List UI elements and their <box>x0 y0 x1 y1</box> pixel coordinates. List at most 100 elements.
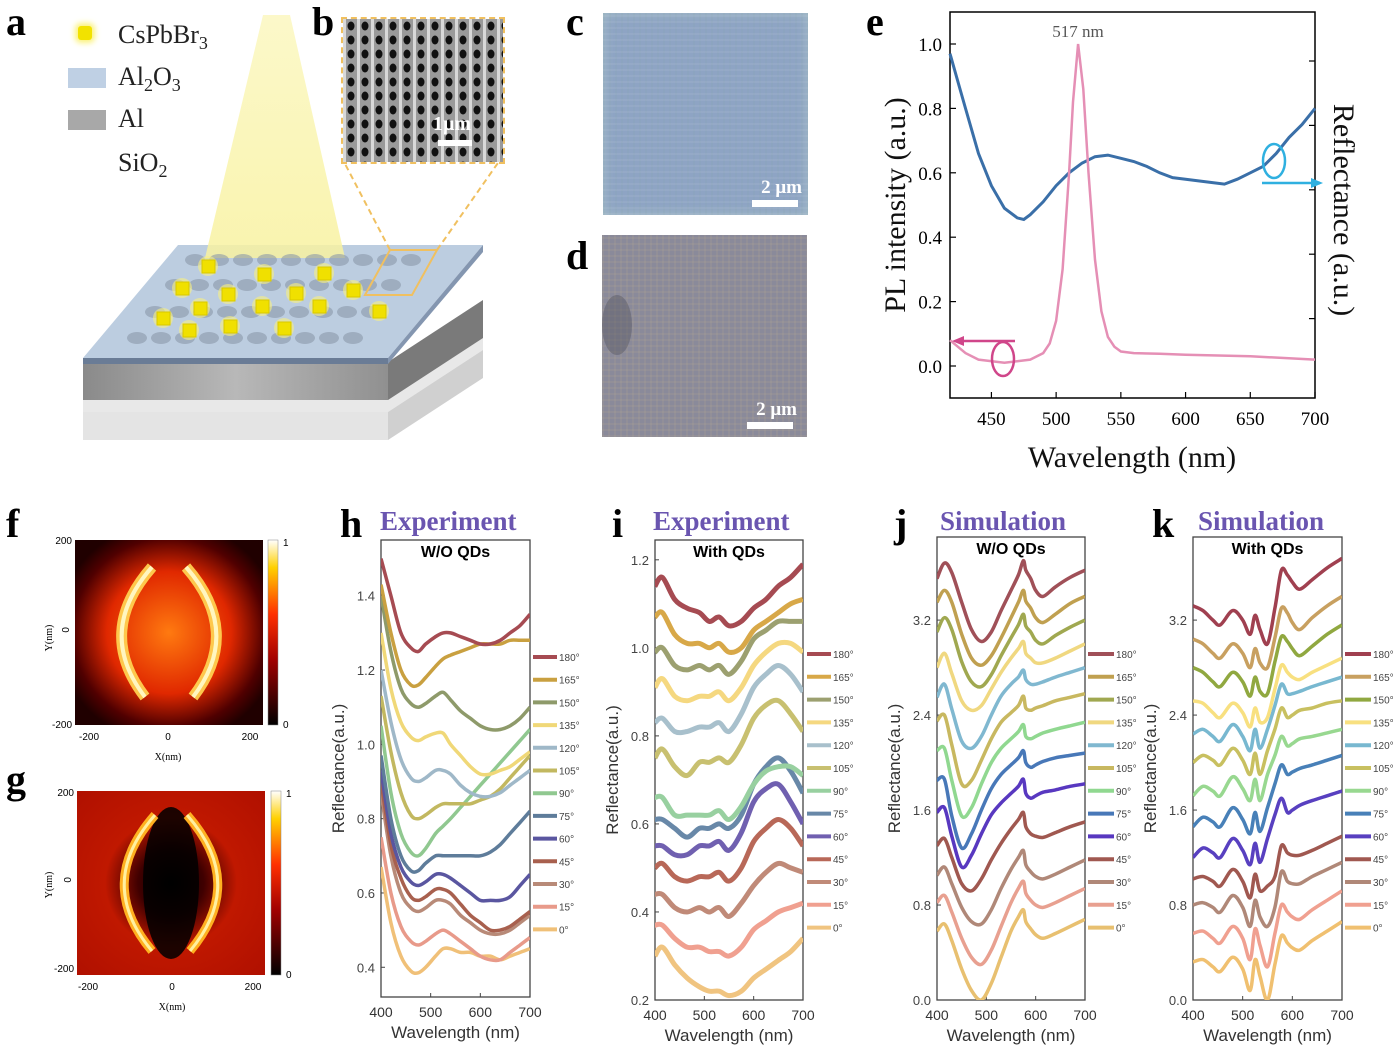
chart-i-series <box>655 562 803 999</box>
legend-label: 180° <box>833 650 854 661</box>
colorbar-g-min: 0 <box>286 970 292 981</box>
f-xlabel: X(nm) <box>155 752 182 763</box>
colorbar-f-max: 1 <box>283 538 289 549</box>
legend-label: 60° <box>1116 832 1131 843</box>
hole <box>337 306 357 318</box>
hole <box>169 306 189 318</box>
series-line-165deg <box>655 597 803 655</box>
chart-k-ytick-label: 0.8 <box>1169 898 1187 913</box>
chart-i-ytick-label: 0.8 <box>631 729 649 744</box>
legend-label: 30° <box>559 880 574 891</box>
chart-h-xtick-label: 600 <box>469 1004 493 1020</box>
sem-scale-bar <box>438 140 472 146</box>
series-line-15deg <box>655 900 803 959</box>
quantum-dot <box>312 299 327 314</box>
g-ytick-bottom: -200 <box>54 964 74 975</box>
legend-label: 30° <box>1116 878 1131 889</box>
zoom-region-box <box>363 249 439 296</box>
chart-j-ylabel: Reflectance(a.u.) <box>885 704 904 833</box>
legend-label: 135° <box>1116 718 1137 729</box>
chart-h-xlabel: Wavelength (nm) <box>391 1023 520 1042</box>
series-line-30deg <box>655 860 803 919</box>
legend-label: 45° <box>1373 855 1388 866</box>
series-line-120deg <box>937 665 1085 751</box>
chart-k-xtick-label: 500 <box>1231 1007 1255 1023</box>
f-xtick-left: -200 <box>79 732 99 743</box>
legend-label: 90° <box>1116 787 1131 798</box>
f-ytick-mid: 0 <box>61 627 72 633</box>
legend-label: 0° <box>833 924 843 935</box>
series-line-15deg <box>937 879 1085 967</box>
legend-label: 150° <box>559 698 580 709</box>
legend-al2o3-sub2: 3 <box>171 75 181 96</box>
legend-label: 135° <box>1373 718 1394 729</box>
chart-i-ylabel: Reflectance(a.u.) <box>603 705 622 834</box>
chart-j-ytick-label: 1.6 <box>913 803 931 818</box>
legend-label: 60° <box>559 835 574 846</box>
legend-label: 135° <box>559 721 580 732</box>
chart-j-title: Simulation <box>940 506 1067 536</box>
panel-label-b: b <box>312 0 335 44</box>
hole <box>343 332 363 344</box>
legend-label: 180° <box>559 653 580 664</box>
chart-k-xtick-label: 400 <box>1181 1007 1205 1023</box>
chart-i-legend: 180° 165° 150° 135° 120° 105° 90° 75° 60° 45° 30° 1… <box>807 650 854 935</box>
series-line-135deg <box>937 639 1085 713</box>
chart-h-ytick-label: 0.4 <box>357 960 375 975</box>
series-line-135deg <box>381 632 530 777</box>
chart-j-ytick-label: 0.0 <box>913 993 931 1008</box>
series-line-60deg <box>381 770 530 903</box>
series-line-30deg <box>1193 860 1342 929</box>
chart-j-ytick-label: 3.2 <box>913 613 931 628</box>
panel-label-f: f <box>6 501 20 546</box>
series-line-135deg <box>655 639 803 704</box>
hole <box>257 254 277 266</box>
series-line-75deg <box>381 755 530 874</box>
quantum-dot <box>201 259 216 274</box>
chart-h-ylabel: Reflectance(a.u.) <box>330 704 348 833</box>
e-xtick-label: 500 <box>1042 409 1071 430</box>
legend-label: 30° <box>1373 878 1388 889</box>
panel-label-c: c <box>566 0 584 44</box>
f-xtick-mid: 0 <box>165 732 171 743</box>
series-line-60deg <box>655 781 803 859</box>
quantum-dot <box>317 266 332 281</box>
series-line-105deg <box>937 691 1085 789</box>
quantum-dot <box>346 283 361 298</box>
series-line-150deg <box>655 618 803 677</box>
reflectance-chart-h: W/O QDs 0.4 0.6 0.8 1.0 1.2 1.4 400 500 600 700 Wav… <box>330 539 580 1042</box>
series-line-165deg <box>1193 594 1342 671</box>
g-ylabel: Y(nm) <box>44 872 55 899</box>
chart-i-xtick-label: 600 <box>742 1007 766 1023</box>
micrograph-c-scale-label: 2 μm <box>761 177 802 198</box>
series-line-45deg <box>655 817 803 884</box>
series-line-120deg <box>655 663 803 736</box>
legend-al2o3: Al2O3 <box>118 62 181 96</box>
legend-label: 150° <box>1116 696 1137 707</box>
g-ytick-top: 200 <box>57 788 74 799</box>
legend-label: 75° <box>833 810 848 821</box>
series-line-45deg <box>1193 834 1342 900</box>
legend-al2o3-sub1: 2 <box>144 75 153 96</box>
f-ylabel: Y(nm) <box>44 625 55 652</box>
reflectance-chart-k: With QDs 0.0 0.8 1.6 2.4 3.2 400 500 600 700 Wavel… <box>1141 536 1394 1045</box>
quantum-dot <box>277 321 292 336</box>
chart-k-xlabel: Wavelength (nm) <box>1203 1026 1332 1045</box>
sem-image <box>343 19 503 162</box>
field-map-f-image <box>75 540 263 725</box>
legend-cspbbr3: CsPbBr3 <box>118 20 208 54</box>
hole <box>295 332 315 344</box>
field-map-g: 1 0 200 0 -200 -200 0 200 X(nm) Y(nm) <box>44 788 292 1013</box>
quantum-dot <box>372 304 387 319</box>
legend-label: 60° <box>1373 832 1388 843</box>
series-line-180deg <box>1193 556 1342 647</box>
legend-label: 30° <box>833 878 848 889</box>
quantum-dot <box>255 299 270 314</box>
hole <box>319 332 339 344</box>
legend-label: 75° <box>559 812 574 823</box>
legend-cspbbr3-main: CsPbBr <box>118 20 199 49</box>
legend-al2o3-tail: O <box>153 62 172 91</box>
quantum-dot <box>223 319 238 334</box>
series-line-75deg <box>655 755 803 840</box>
panel-label-e: e <box>866 0 884 44</box>
